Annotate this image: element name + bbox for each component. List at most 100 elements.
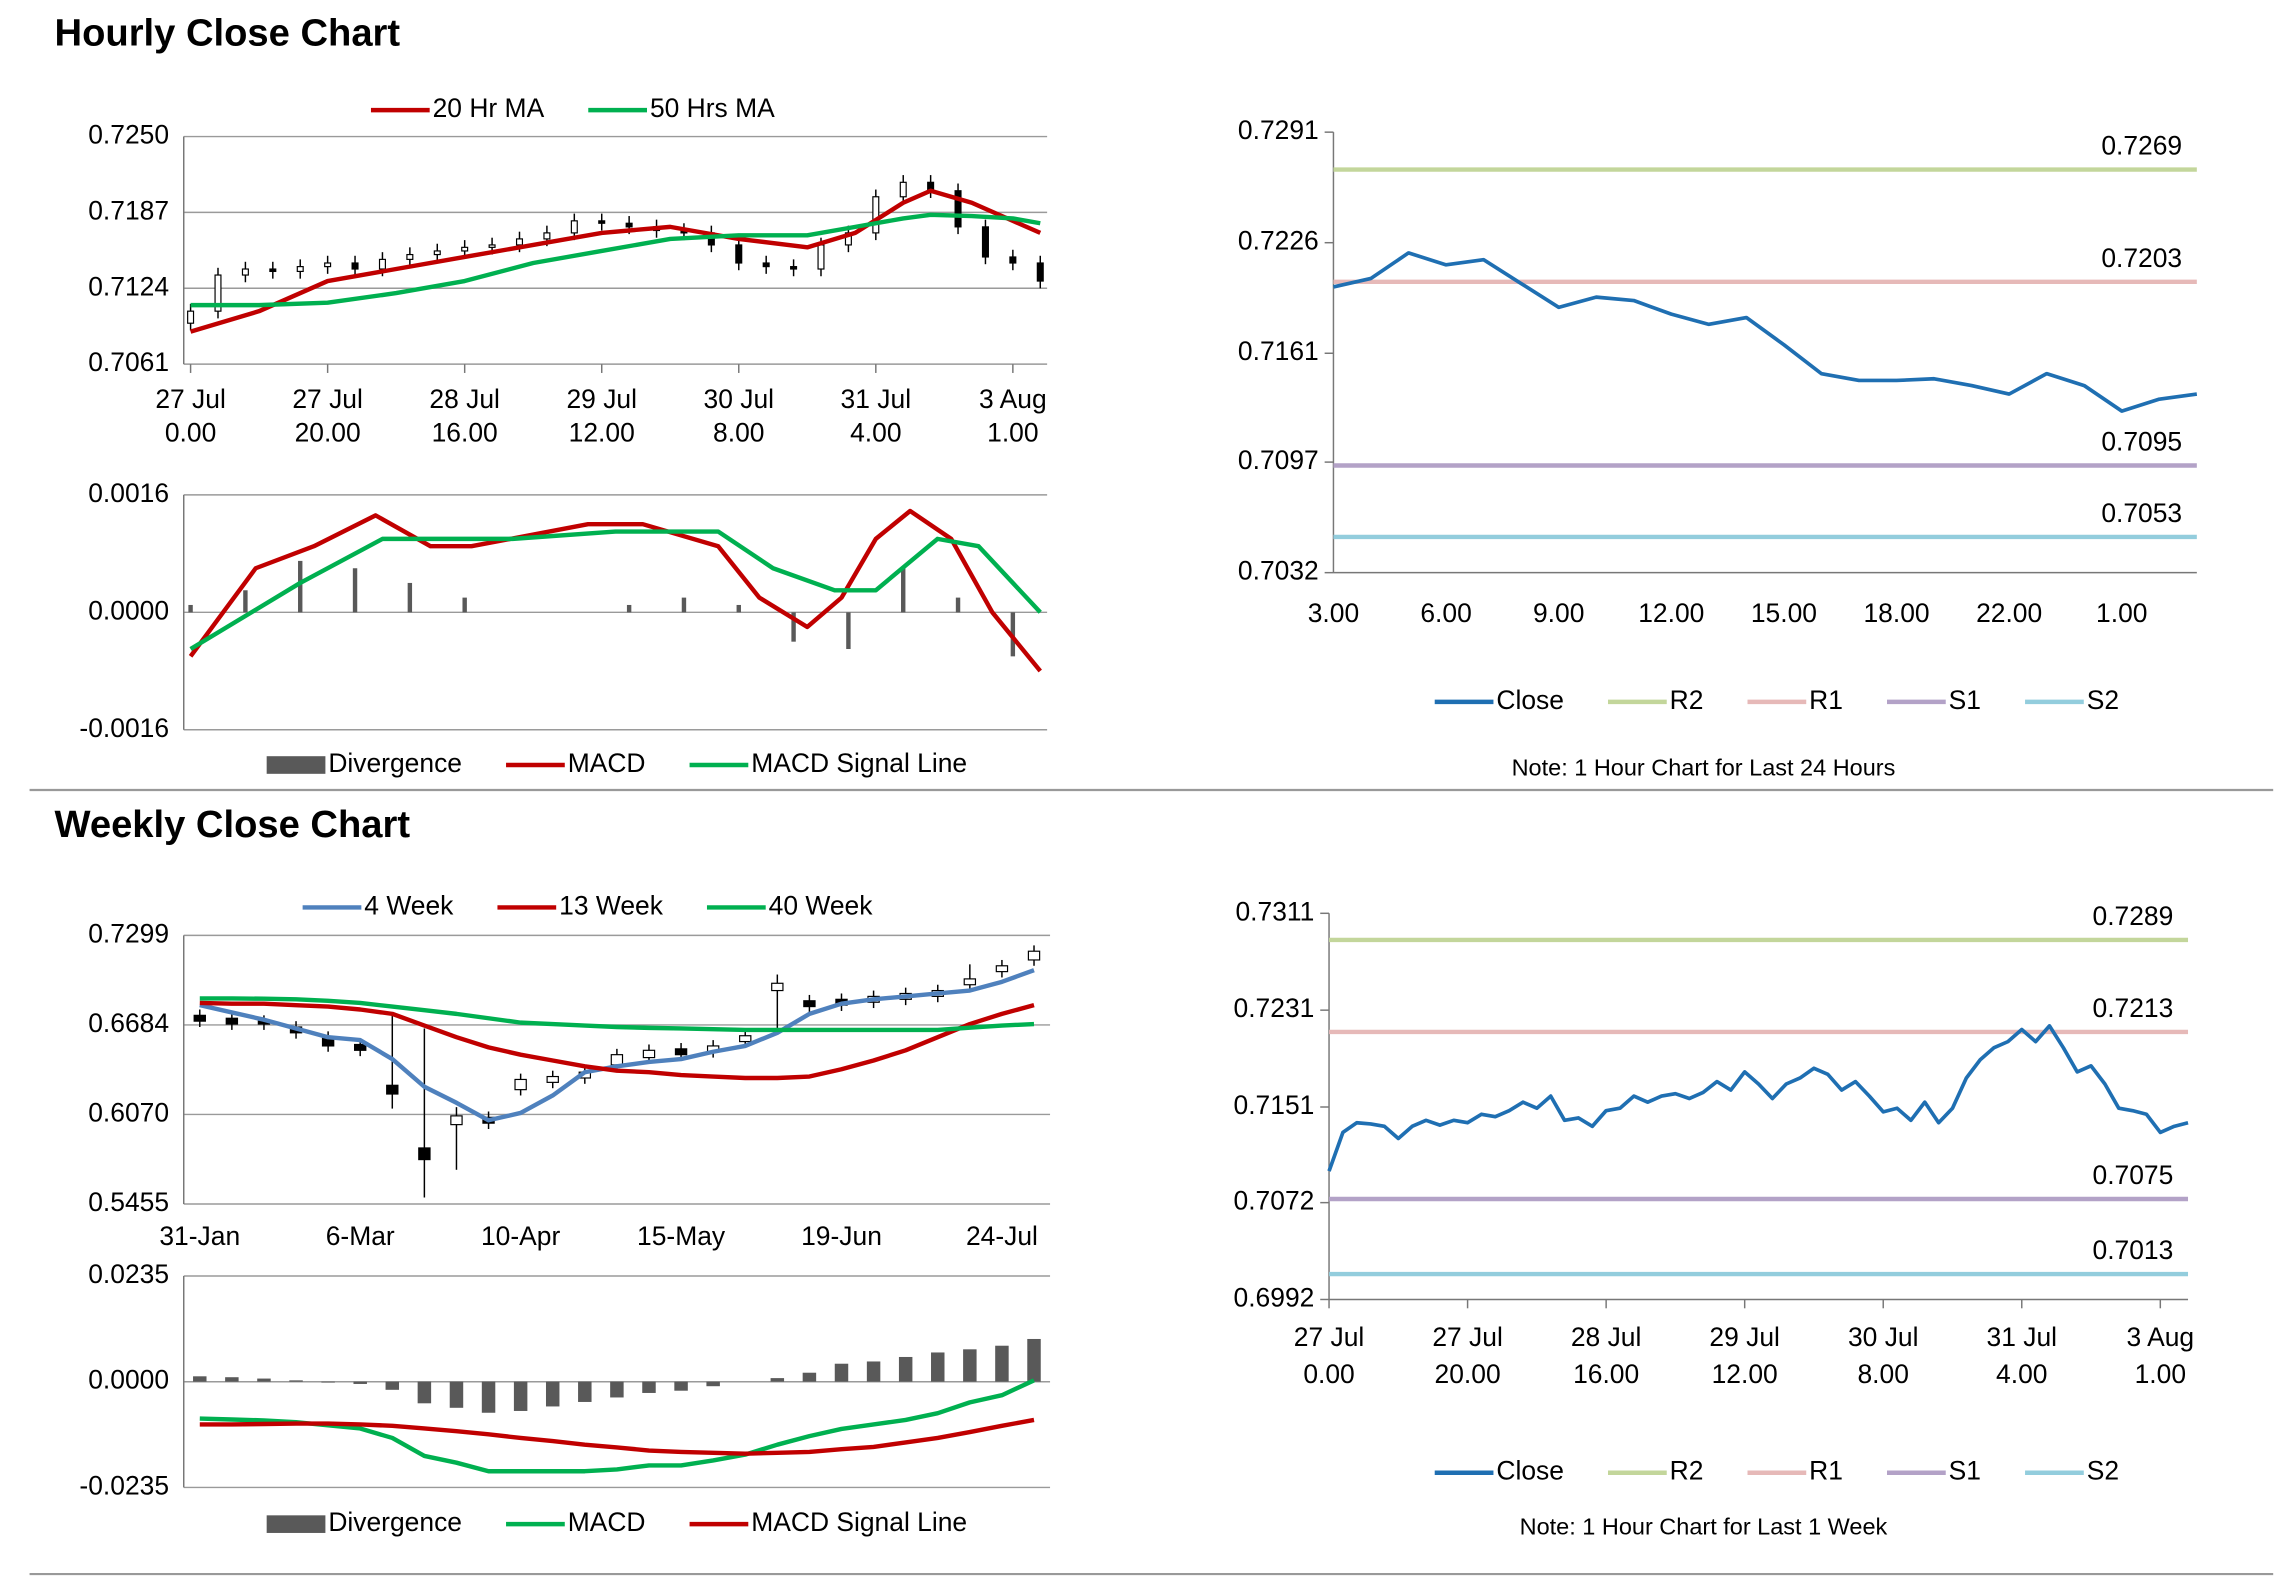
candle-body	[378, 258, 386, 270]
y-tick-label: 0.7226	[1238, 226, 1319, 256]
level-label: 0.7075	[2093, 1160, 2174, 1190]
divergence-bar	[736, 604, 741, 613]
candle-body	[570, 220, 578, 234]
level-label: 0.7203	[2101, 243, 2182, 273]
divergence-bar	[931, 1352, 945, 1382]
legend-label: R1	[1809, 685, 1843, 715]
divergence-bar	[298, 560, 303, 613]
candle-body	[354, 1043, 367, 1051]
y-tick-label: 0.0016	[88, 478, 169, 508]
x-tick-label: 15.00	[1751, 598, 1817, 628]
candle-body	[1027, 950, 1041, 961]
legend-label: Close	[1496, 1456, 1564, 1486]
level-label: 0.7289	[2093, 901, 2174, 931]
divergence-bar	[674, 1381, 688, 1391]
legend-label: MACD	[568, 1507, 646, 1537]
candle-body	[351, 262, 359, 270]
x-tick-label: 6.00	[1420, 598, 1471, 628]
candle-body	[872, 196, 880, 234]
x-tick-label: 27 Jul	[155, 384, 226, 414]
divergence-bar	[257, 1378, 271, 1382]
level-label: 0.7213	[2093, 993, 2174, 1023]
divergence-bar	[513, 1381, 528, 1411]
divergence-bar	[449, 1381, 464, 1408]
series-line	[199, 996, 1035, 1033]
x-tick-label: 22.00	[1976, 598, 2042, 628]
divergence-bar	[706, 1381, 720, 1387]
y-tick-label: 0.0000	[88, 1365, 169, 1395]
legend-label: 20 Hr MA	[433, 93, 545, 123]
candle-body	[433, 250, 441, 256]
legend-label: S2	[2087, 1456, 2119, 1486]
candle-body	[771, 982, 784, 992]
candle-body	[269, 268, 277, 273]
y-tick-label: 0.7161	[1238, 336, 1319, 366]
candle-body	[1036, 262, 1044, 282]
divergence-bar	[188, 604, 193, 613]
legend-label: R2	[1670, 1456, 1704, 1486]
chart-note: Note: 1 Hour Chart for Last 24 Hours	[1512, 755, 1896, 781]
divergence-bar	[626, 604, 632, 613]
x-tick-label: 0.00	[165, 418, 216, 448]
x-tick-label: 19-Jun	[801, 1221, 882, 1251]
divergence-bar	[866, 1361, 881, 1382]
candle-body	[899, 181, 907, 198]
legend-label: S2	[2087, 685, 2119, 715]
y-tick-label: 0.7124	[88, 271, 169, 301]
legend-swatch	[266, 756, 326, 774]
level-label: 0.7053	[2101, 498, 2182, 528]
series-line	[188, 508, 1042, 673]
x-tick-label: 27 Jul	[1294, 1322, 1365, 1352]
series-line	[189, 188, 1042, 334]
legend-label: 4 Week	[364, 890, 454, 920]
legend-label: Divergence	[328, 748, 462, 778]
x-tick-label: 28 Jul	[1571, 1322, 1642, 1352]
y-tick-label: 0.7231	[1234, 993, 1315, 1023]
x-tick-label: 24-Jul	[966, 1221, 1038, 1251]
x-tick-label: 12.00	[569, 418, 635, 448]
x-tick-label: 30 Jul	[704, 384, 775, 414]
series-line	[1333, 251, 2198, 413]
candle-body	[963, 978, 977, 986]
divergence-bar	[901, 568, 906, 613]
legend-label: S1	[1949, 685, 1981, 715]
legend-label: MACD Signal Line	[751, 748, 967, 778]
x-tick-label: 3.00	[1308, 598, 1359, 628]
divergence-bar	[289, 1380, 303, 1382]
divergence-bar	[481, 1381, 496, 1413]
section-title: Weekly Close Chart	[55, 803, 411, 846]
x-tick-label: 4.00	[850, 418, 901, 448]
divergence-bar	[1027, 1338, 1041, 1382]
legend-label: 40 Week	[769, 890, 874, 920]
y-tick-label: 0.0235	[88, 1259, 169, 1289]
candle-body	[790, 266, 798, 270]
legend: Divergence MACD MACD Signal Line	[266, 1507, 967, 1537]
legend: Close R2 R1 S1 S2	[1434, 685, 2119, 715]
candle-body	[406, 253, 414, 260]
x-tick-label: 3 Aug	[2127, 1322, 2195, 1352]
legend-label: 13 Week	[559, 890, 664, 920]
x-tick-label: 15-May	[637, 1221, 726, 1251]
divergence-bar	[681, 597, 687, 613]
x-tick-label: 20.00	[1435, 1359, 1501, 1389]
x-tick-label: 31 Jul	[1987, 1322, 2058, 1352]
divergence-bar	[243, 590, 248, 613]
x-tick-label: 18.00	[1863, 598, 1929, 628]
level-label: 0.7095	[2101, 426, 2182, 456]
y-tick-label: 0.7187	[88, 195, 169, 225]
series-line	[190, 212, 1041, 308]
divergence-bar	[770, 1378, 785, 1382]
section-title: Hourly Close Chart	[55, 11, 401, 54]
x-tick-label: 12.00	[1712, 1359, 1778, 1389]
divergence-bar	[193, 1376, 207, 1382]
divergence-bar	[578, 1381, 592, 1402]
legend-label: R2	[1670, 685, 1704, 715]
y-tick-label: 0.6684	[88, 1008, 169, 1038]
divergence-bar	[407, 582, 413, 613]
y-tick-label: 0.7250	[88, 120, 169, 150]
legend: 4 Week 13 Week 40 Week	[302, 890, 874, 920]
divergence-bar	[545, 1381, 560, 1407]
divergence-bar	[802, 1372, 817, 1382]
series-line	[199, 968, 1035, 1123]
